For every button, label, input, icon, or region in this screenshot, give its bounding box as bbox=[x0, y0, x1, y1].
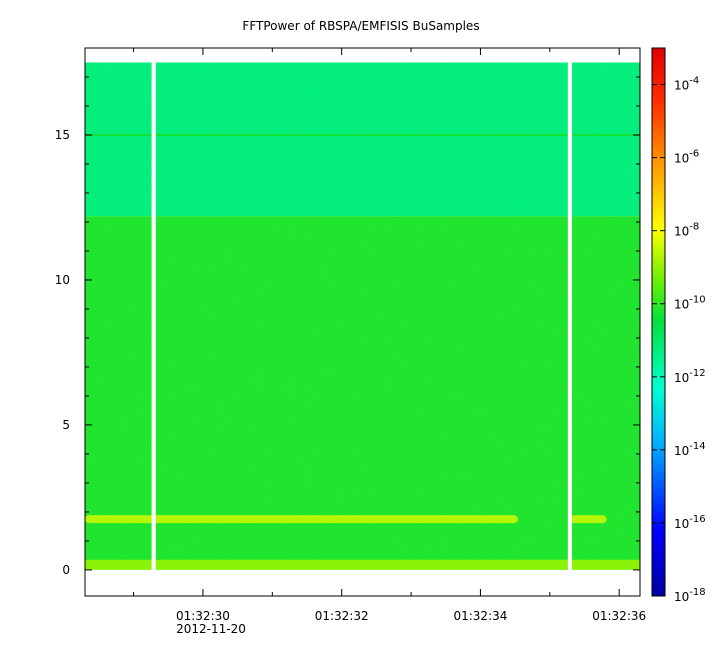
colorbar-tick-label: 10-6 bbox=[674, 149, 699, 166]
heatmap-floor-feature bbox=[85, 559, 640, 570]
x-tick-label: 01:32:34 bbox=[453, 609, 507, 623]
y-tick-label: 15 bbox=[55, 128, 70, 142]
y-tick-label: 5 bbox=[62, 418, 70, 432]
heatmap-band-feature bbox=[85, 515, 518, 524]
colorbar: 10-4 10-6 10-8 10-10 10-12 10-14 10-16 10-18 bbox=[651, 47, 706, 604]
colorbar-tick-label: 10-14 bbox=[674, 441, 706, 458]
x-axis: 01:32:30 01:32:32 01:32:34 01:32:36 bbox=[133, 48, 646, 623]
data-gaps bbox=[85, 48, 640, 596]
y-axis: 0 5 10 15 bbox=[55, 76, 640, 577]
no-data-bottom bbox=[85, 569, 640, 596]
colorbar-tick-label: 10-16 bbox=[674, 514, 706, 531]
x-tick-label: 01:32:30 bbox=[176, 609, 230, 623]
colorbar-tick-label: 10-18 bbox=[674, 587, 706, 604]
colorbar-frame bbox=[651, 47, 666, 597]
colorbar-tick-label: 10-8 bbox=[674, 222, 699, 239]
colorbar-gradient bbox=[652, 48, 665, 596]
y-tick-label: 10 bbox=[55, 273, 70, 287]
x-date-label: 2012-11-20 bbox=[176, 622, 246, 636]
data-gap bbox=[151, 48, 156, 596]
plot-area bbox=[85, 48, 640, 596]
data-gap bbox=[567, 48, 573, 596]
no-data-top bbox=[85, 48, 640, 63]
colorbar-tick-label: 10-12 bbox=[674, 368, 706, 385]
x-tick-label: 01:32:32 bbox=[315, 609, 369, 623]
heatmap-band-feature bbox=[570, 515, 607, 524]
noise-texture bbox=[85, 48, 640, 596]
y-tick-label: 0 bbox=[62, 563, 70, 577]
plot-frame bbox=[84, 47, 641, 597]
heatmap-features bbox=[85, 133, 640, 570]
colorbar-tick-label: 10-10 bbox=[674, 295, 706, 312]
x-tick-label: 01:32:36 bbox=[592, 609, 646, 623]
chart-title: FFTPower of RBSPA/EMFISIS BuSamples bbox=[242, 19, 479, 33]
heatmap-line-feature bbox=[85, 133, 640, 136]
colorbar-tick-label: 10-4 bbox=[674, 76, 699, 93]
colorbar-ticks: 10-4 10-6 10-8 10-10 10-12 10-14 10-16 10-18 bbox=[652, 76, 706, 604]
